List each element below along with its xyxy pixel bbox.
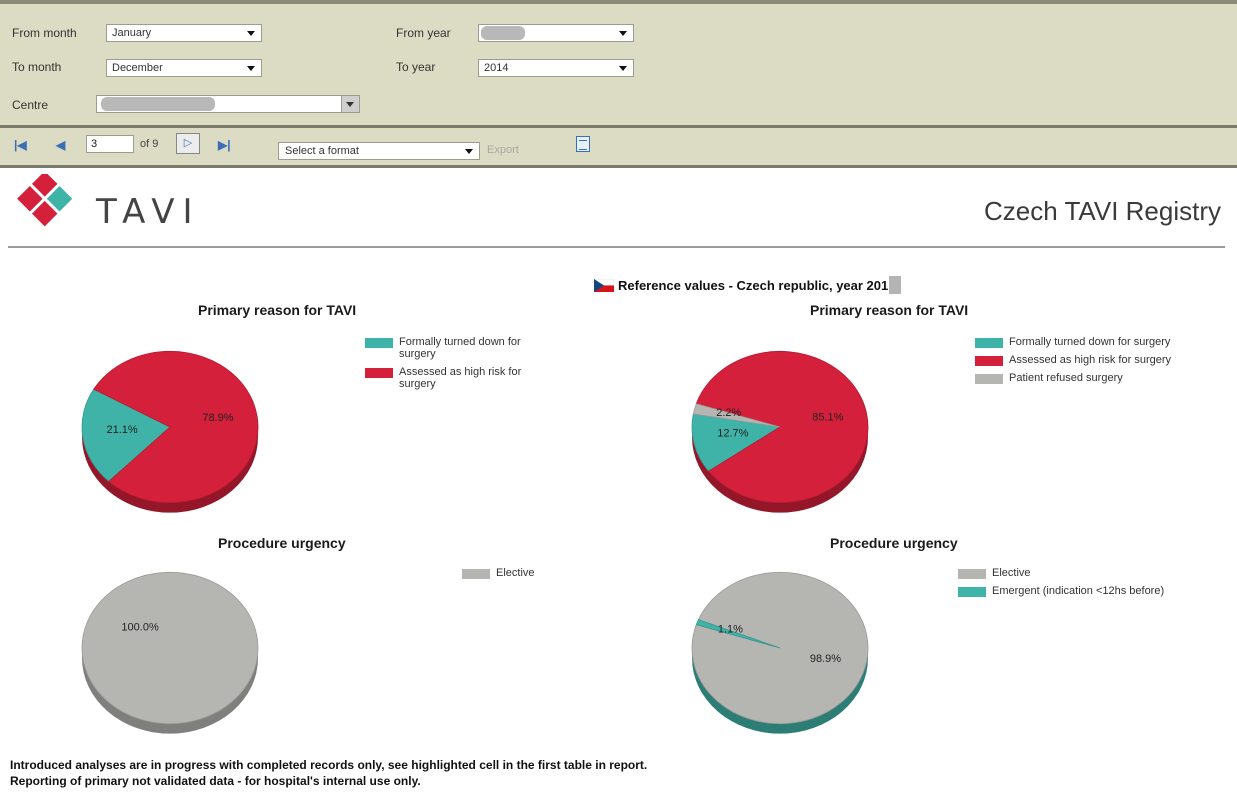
pie-slice	[692, 403, 781, 428]
chevron-down-icon	[247, 66, 255, 71]
from-month-value: January	[112, 27, 152, 39]
page-number-value: 3	[91, 138, 98, 150]
centre-label: Centre	[12, 98, 49, 112]
czech-flag-icon	[594, 278, 614, 292]
legend-swatch	[462, 569, 490, 579]
pie-slice	[81, 388, 171, 482]
legend-swatch	[958, 569, 986, 579]
pie-data-label: 78.9%	[202, 412, 233, 424]
pie-data-label: 85.1%	[812, 412, 843, 424]
legend-label: Formally turned down for surgery	[1009, 336, 1171, 348]
legend-item: Emergent (indication <12hs before)	[958, 585, 1168, 597]
to-year-label: To year	[396, 60, 436, 74]
chevron-down-icon	[465, 149, 473, 154]
report-footer: Introduced analyses are in progress with…	[10, 757, 647, 789]
legend-swatch	[975, 374, 1003, 384]
parameter-panel: From month January To month December Fro…	[0, 0, 1237, 128]
to-year-value: 2014	[484, 62, 509, 74]
next-page-icon[interactable]: ▷	[176, 133, 200, 154]
registry-title: Czech TAVI Registry	[984, 196, 1221, 226]
legend-item: Elective	[462, 567, 582, 579]
pie-data-label: 100.0%	[121, 621, 159, 633]
legend-item: Patient refused surgery	[975, 372, 1175, 384]
legend-swatch	[365, 338, 393, 348]
footer-note: Introduced analyses are in progress with…	[10, 758, 648, 772]
pie-data-label: 12.7%	[717, 427, 748, 439]
chart-legend: Formally turned down for surgery Assessed…	[975, 336, 1175, 390]
first-page-icon[interactable]: |◀	[14, 138, 27, 152]
legend-label: Elective	[992, 567, 1031, 579]
legend-swatch	[365, 368, 393, 378]
chart-legend: Elective	[462, 567, 582, 585]
chevron-down-icon	[346, 102, 354, 107]
redacted-value	[889, 276, 902, 294]
export-link[interactable]: Export	[487, 144, 519, 156]
pie-slice	[695, 350, 869, 504]
legend-label: Assessed as high risk for surgery	[1009, 354, 1172, 366]
from-month-select[interactable]: January	[106, 24, 262, 42]
redacted-value	[101, 97, 215, 111]
chart-title: Primary reason for TAVI	[810, 302, 969, 318]
reference-title: Reference values - Czech republic, year …	[594, 276, 902, 294]
pie-slice	[81, 571, 259, 725]
pie-data-label: 1.1%	[718, 623, 743, 635]
chevron-down-icon	[247, 31, 255, 36]
chart-title: Procedure urgency	[830, 535, 958, 551]
legend-item: Formally turned down for surgery	[365, 336, 555, 360]
from-month-label: From month	[12, 26, 77, 40]
to-year-select[interactable]: 2014	[478, 59, 634, 77]
legend-label: Formally turned down for surgery	[399, 336, 521, 360]
from-year-label: From year	[396, 26, 451, 40]
chart-title: Procedure urgency	[218, 535, 346, 551]
to-month-value: December	[112, 62, 163, 74]
to-month-label: To month	[12, 60, 62, 74]
export-format-select[interactable]: Select a format	[278, 142, 480, 160]
pie-data-label: 2.2%	[716, 407, 741, 419]
pie-slice	[691, 571, 869, 725]
pie-slice	[695, 619, 781, 649]
to-month-select[interactable]: December	[106, 59, 262, 77]
chevron-down-icon	[619, 66, 627, 71]
legend-swatch	[975, 356, 1003, 366]
legend-item: Formally turned down for surgery	[975, 336, 1175, 348]
logo-text: TAVI	[96, 192, 201, 232]
page-total: of 9	[140, 138, 159, 150]
last-page-icon[interactable]: ▶|	[218, 138, 231, 152]
header-divider	[8, 246, 1225, 248]
redacted-value	[481, 26, 525, 40]
centre-select[interactable]	[96, 95, 360, 113]
legend-label: Patient refused surgery	[1009, 372, 1123, 384]
document-icon[interactable]	[576, 136, 590, 152]
from-year-select[interactable]	[478, 24, 634, 42]
reference-title-text: Reference values - Czech republic, year …	[618, 277, 889, 293]
tavi-logo	[17, 174, 73, 227]
legend-item: Elective	[958, 567, 1168, 579]
chart-legend: Formally turned down for surgery Assessed…	[365, 336, 555, 396]
page-number-input[interactable]: 3	[86, 135, 134, 153]
pie-slice	[93, 350, 259, 504]
legend-swatch	[975, 338, 1003, 348]
legend-label: Assessed as high risk for surgery	[399, 366, 522, 390]
legend-item: Assessed as high risk for surgery	[975, 354, 1175, 366]
dropdown-button[interactable]	[341, 96, 359, 112]
previous-page-icon[interactable]: ◀	[56, 138, 66, 152]
report-toolbar: |◀ ◀ 3 of 9 ▷ ▶| Select a format Export	[0, 128, 1237, 168]
legend-label: Emergent (indication <12hs before)	[992, 585, 1165, 597]
chart-legend: Elective Emergent (indication <12hs befor…	[958, 567, 1168, 603]
pie-data-label: 21.1%	[106, 424, 137, 436]
legend-item: Assessed as high risk for surgery	[365, 366, 555, 390]
pie-slice	[691, 413, 782, 472]
export-format-value: Select a format	[285, 145, 359, 157]
legend-label: Elective	[496, 567, 535, 579]
chevron-down-icon	[619, 31, 627, 36]
footer-note: Reporting of primary not validated data …	[10, 774, 421, 788]
chart-title: Primary reason for TAVI	[198, 302, 357, 318]
legend-swatch	[958, 587, 986, 597]
pie-data-label: 98.9%	[810, 653, 841, 665]
